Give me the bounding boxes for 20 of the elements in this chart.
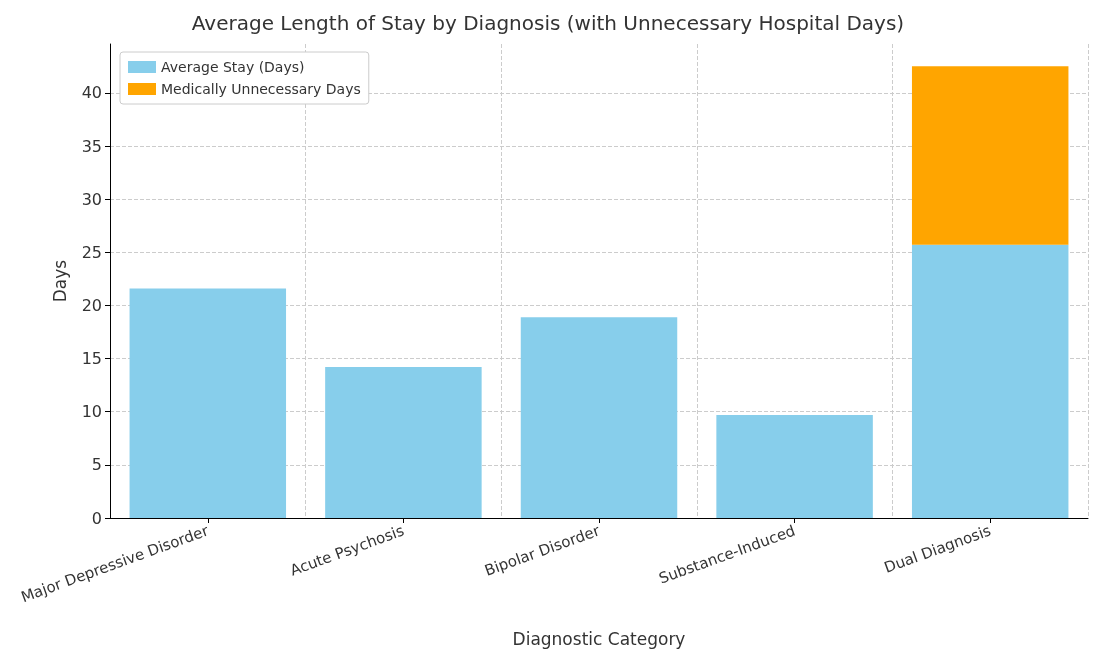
y-tick-label: 30	[81, 189, 102, 209]
legend-label: Medically Unnecessary Days	[161, 81, 361, 97]
y-tick-label: 25	[81, 242, 102, 262]
y-tick-label: 10	[81, 402, 102, 422]
y-tick-label: 15	[81, 349, 102, 369]
bar	[129, 288, 287, 518]
y-tick-label: 40	[81, 83, 102, 103]
chart-title: Average Length of Stay by Diagnosis (with Unnecessary Hospital Days)	[191, 11, 905, 35]
legend-label: Average Stay (Days)	[161, 59, 305, 75]
bar	[716, 414, 873, 518]
bar	[911, 66, 1069, 245]
x-axis-title: Diagnostic Category	[512, 628, 686, 649]
y-tick-label: 20	[81, 295, 102, 315]
y-axis-title: Days	[49, 259, 70, 303]
bar	[325, 367, 482, 518]
y-tick-label: 5	[91, 455, 102, 475]
y-tick-label: 0	[91, 508, 102, 528]
y-tick-label: 35	[81, 136, 102, 156]
bar	[520, 317, 678, 518]
bar	[911, 244, 1069, 518]
